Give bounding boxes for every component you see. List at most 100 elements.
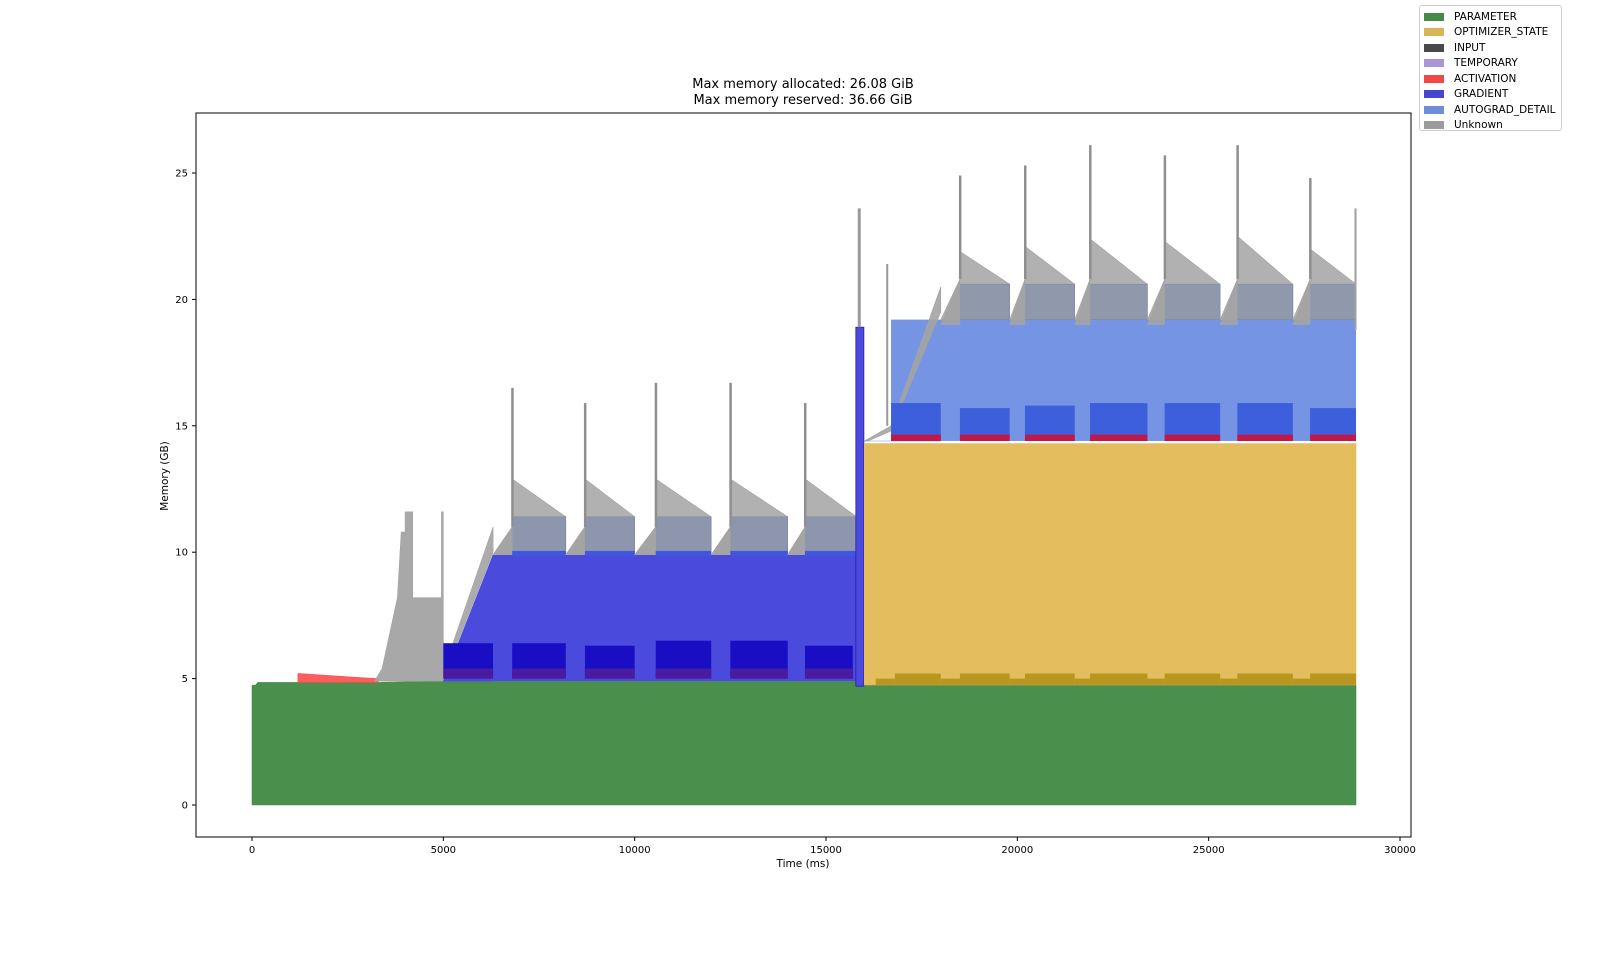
gradient-top-band [804, 550, 857, 556]
y-tick-label: 20 [175, 295, 188, 306]
area-autograd-overlay [511, 516, 567, 555]
legend-swatch-temporary [1424, 59, 1444, 68]
area-autograd-overlay [1164, 283, 1221, 320]
legend: PARAMETER OPTIMIZER_STATE INPUT TEMPORAR… [1419, 5, 1562, 131]
area-unknown-startup [373, 511, 444, 682]
x-tick-label: 15000 [810, 845, 842, 856]
optimizer-state-edge [1164, 673, 1221, 685]
activation-block [443, 668, 494, 679]
legend-item-autograd-detail: AUTOGRAD_DETAIL [1424, 102, 1561, 118]
gradient-top-band [512, 550, 566, 556]
area-unknown-ramp-small [1074, 279, 1091, 325]
y-tick-label: 5 [182, 674, 188, 685]
optimizer-state-edge [875, 678, 895, 685]
activation-block [655, 668, 712, 679]
area-autograd-overlay [804, 516, 857, 555]
peak-spike [1089, 145, 1092, 280]
x-tick-label: 25000 [1193, 845, 1225, 856]
x-tick-label: 10000 [619, 845, 651, 856]
peak-spike [1163, 155, 1167, 280]
optimizer-state-edge [1009, 678, 1025, 685]
activation-line [1310, 434, 1356, 441]
area-autograd-overlay [730, 516, 788, 555]
activation-block [512, 668, 566, 679]
chart-title-line2: Max memory reserved: 36.66 GiB [693, 93, 913, 108]
area-autograd-overlay [1089, 283, 1148, 320]
activation-block [730, 668, 788, 679]
peak-spike [886, 264, 889, 426]
peak-spike [1023, 165, 1027, 280]
peak-spike [1354, 208, 1357, 330]
optimizer-state-edge [1024, 673, 1075, 685]
area-unknown-ramp-small [634, 526, 656, 555]
x-tick-label: 20000 [1001, 845, 1033, 856]
peak-spike [729, 382, 732, 527]
legend-swatch-gradient [1424, 90, 1444, 99]
area-unknown-ramp-small [1219, 279, 1238, 325]
area-autograd-overlay [584, 516, 635, 555]
optimizer-state-edge [1237, 673, 1293, 685]
optimizer-state-edge [959, 673, 1010, 685]
legend-swatch-optimizer-state [1424, 28, 1444, 37]
activation-line [1024, 434, 1075, 441]
x-axis: 0 5000 10000 15000 20000 25000 30000 [249, 837, 1416, 856]
y-tick-label: 10 [175, 548, 188, 559]
legend-item-temporary: TEMPORARY [1424, 56, 1561, 72]
area-optimizer-state-body [864, 446, 1356, 685]
optimizer-state-edge [1147, 678, 1165, 685]
plot-frame [195, 112, 1412, 838]
x-axis-label: Time (ms) [776, 858, 830, 870]
legend-swatch-input [1424, 43, 1444, 52]
activation-line [891, 434, 941, 441]
area-autograd-overlay [655, 516, 712, 555]
area-unknown-ramp-small [787, 525, 806, 555]
legend-swatch-parameter [1424, 12, 1444, 21]
area-unknown-ramp-small [492, 525, 513, 555]
area-autograd-overlay [1309, 283, 1357, 320]
x-tick-label: 30000 [1384, 845, 1416, 856]
legend-swatch-activation [1424, 74, 1444, 83]
y-tick-label: 15 [175, 421, 188, 432]
area-unknown-ramp-small [1146, 279, 1165, 325]
area-unknown-ramp-small [710, 525, 731, 555]
legend-item-parameter: PARAMETER [1424, 9, 1561, 25]
legend-swatch-unknown [1424, 121, 1444, 130]
peak-spike [583, 403, 587, 527]
area-activation-startup [297, 673, 379, 683]
legend-item-activation: ACTIVATION [1424, 71, 1561, 87]
area-autograd-overlay [959, 283, 1010, 320]
gradient-top-band [730, 550, 788, 556]
peak-spike [857, 208, 861, 328]
area-autograd-overlay [1024, 283, 1075, 320]
optimizer-state-edge [1090, 673, 1148, 685]
optimizer-state-edge [1220, 678, 1238, 685]
legend-swatch-autograd-detail [1424, 105, 1444, 114]
y-axis: 0 5 10 15 20 25 [175, 169, 196, 812]
optimizer-state-edge [940, 678, 960, 685]
plot-areas [251, 145, 1357, 806]
chart-title-line1: Max memory allocated: 26.08 GiB [692, 77, 914, 92]
gradient-transition-spike [855, 326, 865, 687]
area-unknown-ramp-small [1292, 279, 1311, 325]
peak-spike [654, 382, 658, 527]
activation-line [1090, 434, 1148, 441]
optimizer-state-edge [1074, 678, 1091, 685]
peak-spike [803, 403, 807, 527]
optimizer-state-edge [894, 673, 941, 685]
y-axis-label: Memory (GB) [159, 441, 171, 511]
area-parameter-body [252, 684, 1356, 805]
x-tick-label: 0 [249, 845, 255, 856]
gradient-top-band [584, 550, 635, 556]
legend-item-optimizer-state: OPTIMIZER_STATE [1424, 25, 1561, 41]
area-unknown-ramp-small [1009, 279, 1026, 325]
peak-spike [511, 387, 514, 527]
area-unknown-ramp-small [940, 279, 961, 325]
optimizer-state-edge [1292, 678, 1311, 685]
activation-block [804, 668, 853, 679]
gradient-top-band [655, 550, 712, 556]
x-tick-label: 5000 [431, 845, 456, 856]
peak-spike [1309, 178, 1312, 280]
legend-item-input: INPUT [1424, 40, 1561, 56]
legend-item-unknown: Unknown [1424, 118, 1561, 134]
